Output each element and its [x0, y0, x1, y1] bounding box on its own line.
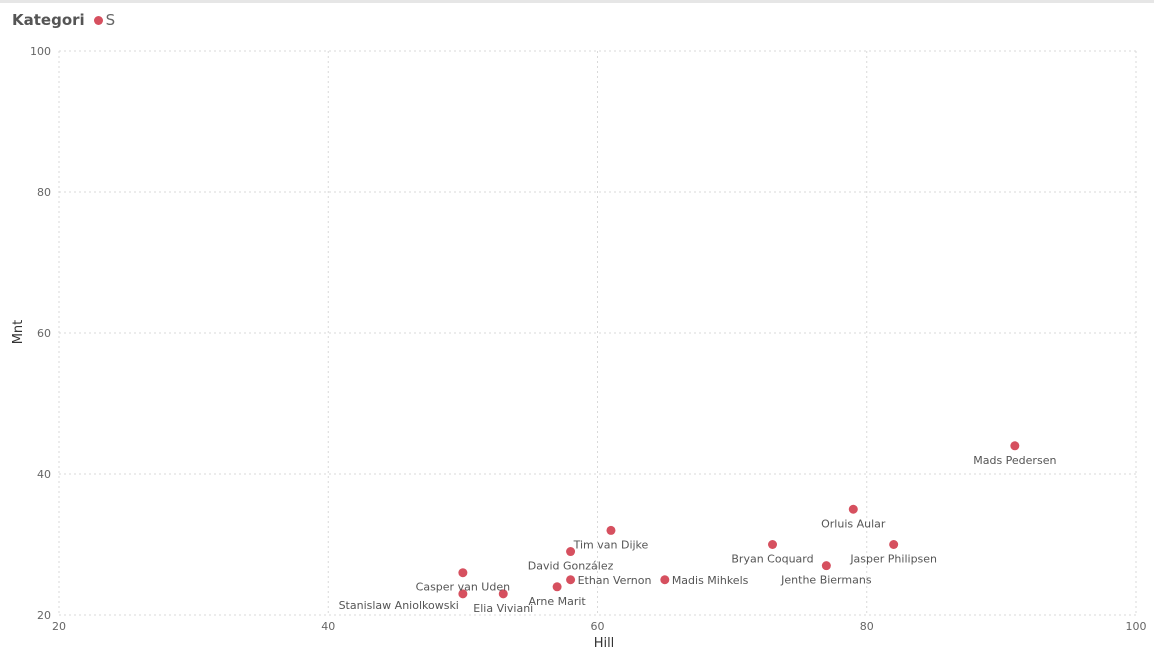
x-tick-label: 60	[591, 620, 605, 633]
data-point[interactable]	[566, 547, 576, 557]
data-label: Madis Mihkels	[672, 574, 749, 587]
y-axis-ticks: 20 40 60 80 100	[30, 45, 51, 622]
legend-marker	[93, 15, 103, 25]
data-label: Elia Viviani	[473, 602, 533, 615]
x-tick-label: 100	[1126, 620, 1147, 633]
data-point[interactable]	[498, 589, 508, 599]
x-tick-label: 20	[52, 620, 66, 633]
data-label: Jasper Philipsen	[849, 553, 937, 566]
data-label: Ethan Vernon	[578, 574, 652, 587]
data-point[interactable]	[458, 568, 468, 578]
data-label: Stanislaw Aniolkowski	[339, 599, 459, 612]
data-point[interactable]	[889, 540, 899, 549]
data-label: Arne Marit	[529, 595, 587, 608]
data-label: Bryan Coquard	[731, 553, 813, 566]
data-point[interactable]	[848, 504, 858, 514]
legend-item-label: S	[105, 11, 116, 29]
y-tick-label: 100	[30, 45, 51, 58]
data-label: David González	[528, 560, 614, 573]
data-labels: Mads Pedersen Orluis Aular Jasper Philipse…	[339, 454, 1057, 615]
data-point[interactable]	[552, 582, 562, 592]
x-tick-label: 80	[860, 620, 874, 633]
legend-item-s[interactable]: S	[93, 11, 116, 29]
y-tick-label: 80	[37, 186, 51, 199]
x-tick-label: 40	[321, 620, 335, 633]
x-axis-label: Hill	[594, 636, 615, 651]
data-points	[458, 441, 1020, 599]
data-label: Orluis Aular	[821, 517, 886, 530]
data-label: Jenthe Biermans	[780, 574, 872, 587]
grid	[58, 50, 1137, 616]
data-point[interactable]	[660, 575, 670, 585]
y-tick-label: 40	[37, 468, 51, 481]
y-axis-label: Mnt	[11, 320, 26, 345]
data-point[interactable]	[566, 575, 576, 585]
data-label: Mads Pedersen	[973, 454, 1056, 467]
data-label: Casper van Uden	[416, 581, 510, 594]
data-point[interactable]	[768, 540, 778, 549]
data-label: Tim van Dijke	[573, 538, 649, 551]
y-tick-label: 60	[37, 327, 51, 340]
data-point[interactable]	[1010, 441, 1020, 451]
data-point[interactable]	[821, 561, 831, 571]
top-border	[0, 0, 1154, 3]
y-tick-label: 20	[37, 609, 51, 622]
data-point[interactable]	[606, 525, 616, 535]
legend: Kategori S	[12, 9, 115, 31]
data-point[interactable]	[458, 589, 468, 599]
x-axis-ticks: 20 40 60 80 100	[52, 620, 1147, 633]
legend-title: Kategori	[12, 11, 85, 29]
